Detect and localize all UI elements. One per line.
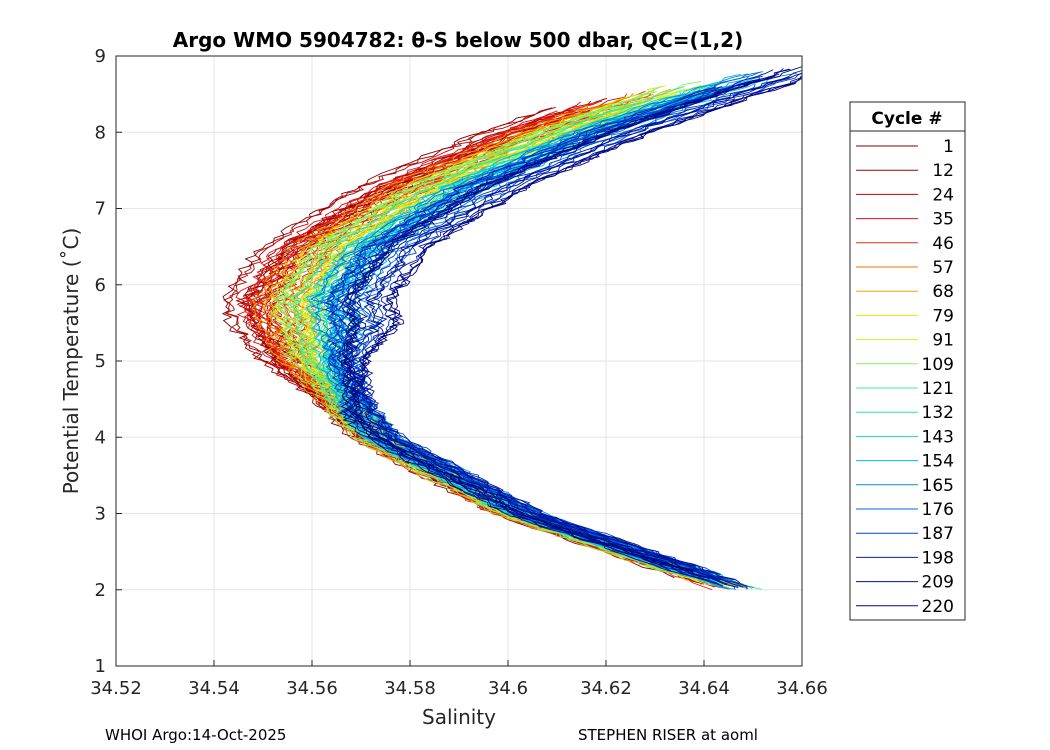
y-tick-label: 2 [95,580,106,601]
series-line-cycle-187 [341,83,740,576]
legend-label: 187 [922,524,954,544]
x-tick-label: 34.64 [678,678,730,699]
x-tick-label: 34.52 [90,678,142,699]
series-line-cycle-220 [339,66,802,585]
series-line-cycle-209 [342,81,750,584]
x-tick-label: 34.6 [488,678,528,699]
x-axis-label: Salinity [422,705,496,729]
y-tick-label: 5 [95,351,106,372]
series-line-cycle-176 [354,80,776,582]
series-line-cycle-220 [354,75,802,571]
x-tick-label: 34.62 [580,678,632,699]
chart-title: Argo WMO 5904782: θ-S below 500 dbar, QC… [173,28,743,52]
x-tick-label: 34.66 [776,678,828,699]
series-line-cycle-24 [224,106,691,578]
series-line-cycle-220 [341,68,791,588]
legend-label: 12 [932,161,954,181]
footer-right: STEPHEN RISER at aoml [578,726,758,744]
legend-label: 176 [922,500,954,520]
legend-label: 109 [922,355,954,375]
legend-label: 35 [932,210,954,230]
series-line-cycle-187 [327,75,763,585]
x-tick-label: 34.54 [188,678,240,699]
series-line-cycle-220 [337,76,793,572]
series-line-cycle-198 [324,85,723,578]
series-line-cycle-109 [281,91,695,570]
x-tick-label: 34.58 [384,678,436,699]
legend-label: 121 [922,379,954,399]
legend-label: 132 [922,403,954,423]
y-tick-label: 9 [95,46,106,67]
legend-title: Cycle # [871,109,942,129]
series-line-cycle-68 [262,103,688,582]
legend-label: 24 [932,185,954,205]
y-tick-label: 3 [95,504,106,525]
series-line-cycle-220 [351,83,796,579]
legend-label: 154 [922,452,954,472]
y-tick-label: 7 [95,199,106,220]
x-tick-label: 34.56 [286,678,338,699]
y-axis-label: Potential Temperature (˚C) [59,228,83,495]
legend-label: 165 [922,476,954,496]
legend-label: 68 [932,282,954,302]
legend-label: 57 [932,258,954,278]
legend: Cycle # 1 12 24 35 46 57 68 79 91 109 121 132 143 154… [849,101,966,621]
legend-label: 91 [932,331,954,351]
series-line-cycle-198 [361,87,770,590]
legend-label: 143 [922,427,954,447]
y-tick-label: 1 [95,656,106,677]
legend-label: 46 [932,234,954,254]
y-tick-label: 8 [95,122,106,143]
series-line-cycle-220 [344,78,802,585]
series-line-cycle-132 [292,86,685,568]
legend-label: 79 [932,306,954,326]
legend-label: 1 [943,137,954,157]
footer-left: WHOI Argo:14-Oct-2025 [105,726,287,744]
y-tick-label: 4 [95,427,106,448]
legend-label: 209 [922,573,954,593]
legend-label: 198 [922,548,954,568]
legend-label: 220 [922,597,954,617]
series-line-cycle-154 [347,75,770,575]
series-line-cycle-209 [340,77,802,587]
plot-area [221,66,802,591]
series-line-cycle-209 [360,72,802,570]
y-tick-label: 6 [95,275,106,296]
series-line-cycle-165 [337,72,797,589]
axis-ticks: 34.52 34.54 34.56 34.58 34.6 34.62 34.64 34.66 1… [90,46,828,699]
